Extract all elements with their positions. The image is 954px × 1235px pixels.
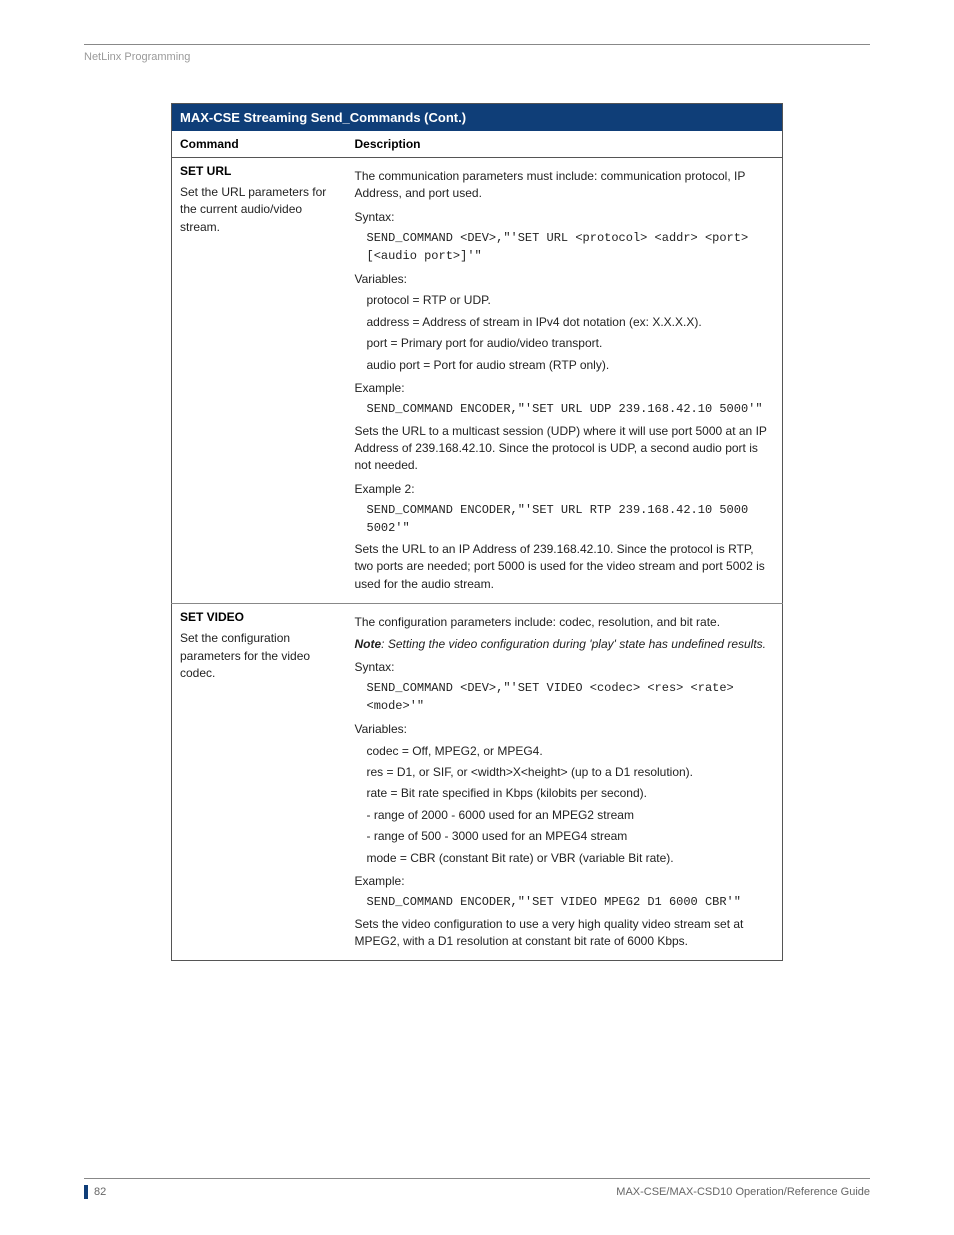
variables-label: Variables: <box>355 721 775 738</box>
footer-rule <box>84 1178 870 1179</box>
table-row: SET VIDEO Set the configuration paramete… <box>172 604 783 961</box>
footer-page-wrap: 82 <box>84 1185 106 1199</box>
commands-table: MAX-CSE Streaming Send_Commands (Cont.) … <box>171 103 783 961</box>
example-code: SEND_COMMAND ENCODER,"'SET URL UDP 239.1… <box>355 401 775 418</box>
desc-note: Note: Setting the video configuration du… <box>355 636 775 653</box>
footer-page-number: 82 <box>94 1186 106 1198</box>
page: NetLinx Programming MAX-CSE Streaming Se… <box>0 0 954 1235</box>
command-cell: SET URL Set the URL parameters for the c… <box>172 158 347 604</box>
variable-item: port = Primary port for audio/video tran… <box>355 335 775 352</box>
example-label: Example: <box>355 380 775 397</box>
desc-intro: The configuration parameters include: co… <box>355 614 775 631</box>
variable-item: audio port = Port for audio stream (RTP … <box>355 357 775 374</box>
section-label: NetLinx Programming <box>84 51 870 63</box>
example-label: Example: <box>355 873 775 890</box>
variables-label: Variables: <box>355 271 775 288</box>
variable-item: res = D1, or SIF, or <width>X<height> (u… <box>355 764 775 781</box>
col-command: Command <box>172 131 347 158</box>
example-code: SEND_COMMAND ENCODER,"'SET VIDEO MPEG2 D… <box>355 894 775 911</box>
example2-text: Sets the URL to an IP Address of 239.168… <box>355 541 775 593</box>
header-rule <box>84 44 870 45</box>
syntax-code: SEND_COMMAND <DEV>,"'SET VIDEO <codec> <… <box>355 680 775 715</box>
example-text: Sets the video configuration to use a ve… <box>355 916 775 951</box>
example2-label: Example 2: <box>355 481 775 498</box>
syntax-label: Syntax: <box>355 659 775 676</box>
footer-title: MAX-CSE/MAX-CSD10 Operation/Reference Gu… <box>616 1186 870 1198</box>
footer: 82 MAX-CSE/MAX-CSD10 Operation/Reference… <box>84 1178 870 1199</box>
example-text: Sets the URL to a multicast session (UDP… <box>355 423 775 475</box>
variable-item: - range of 2000 - 6000 used for an MPEG2… <box>355 807 775 824</box>
description-cell: The configuration parameters include: co… <box>347 604 783 961</box>
variable-item: codec = Off, MPEG2, or MPEG4. <box>355 743 775 760</box>
syntax-label: Syntax: <box>355 209 775 226</box>
variable-item: mode = CBR (constant Bit rate) or VBR (v… <box>355 850 775 867</box>
footer-mark-icon <box>84 1185 88 1199</box>
desc-intro: The communication parameters must includ… <box>355 168 775 203</box>
table-row: SET URL Set the URL parameters for the c… <box>172 158 783 604</box>
variable-item: rate = Bit rate specified in Kbps (kilob… <box>355 785 775 802</box>
description-cell: The communication parameters must includ… <box>347 158 783 604</box>
variable-item: protocol = RTP or UDP. <box>355 292 775 309</box>
command-cell: SET VIDEO Set the configuration paramete… <box>172 604 347 961</box>
col-description: Description <box>347 131 783 158</box>
command-subdesc: Set the configuration parameters for the… <box>180 631 310 680</box>
example2-code: SEND_COMMAND ENCODER,"'SET URL RTP 239.1… <box>355 502 775 537</box>
table-title: MAX-CSE Streaming Send_Commands (Cont.) <box>172 104 783 132</box>
variable-item: address = Address of stream in IPv4 dot … <box>355 314 775 331</box>
command-subdesc: Set the URL parameters for the current a… <box>180 185 326 234</box>
syntax-code: SEND_COMMAND <DEV>,"'SET URL <protocol> … <box>355 230 775 265</box>
variable-item: - range of 500 - 3000 used for an MPEG4 … <box>355 828 775 845</box>
command-name: SET VIDEO <box>180 610 339 624</box>
command-name: SET URL <box>180 164 339 178</box>
